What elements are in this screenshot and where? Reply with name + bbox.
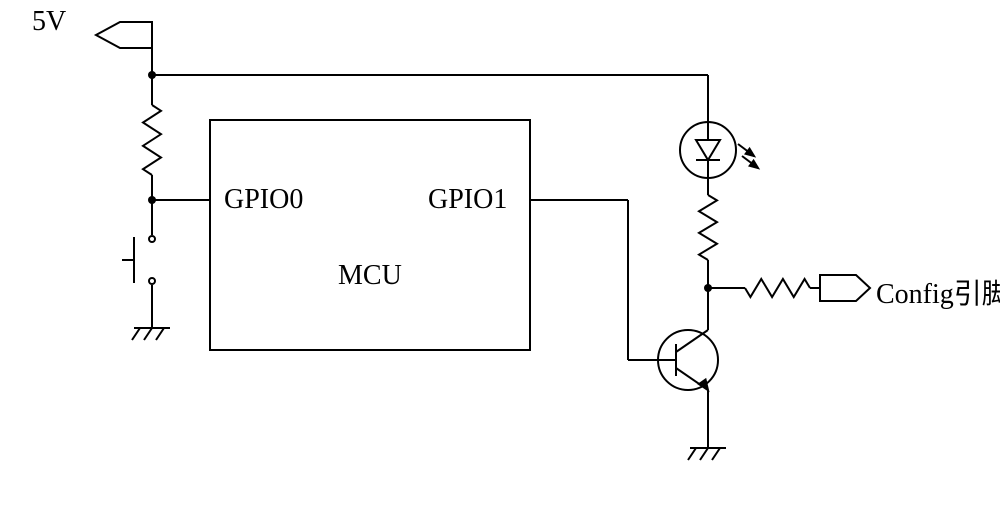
label-gpio1: GPIO1 (428, 184, 507, 216)
label-5v: 5V (32, 6, 66, 38)
circuit-schematic (0, 0, 1000, 506)
label-config: Config引脚 (876, 272, 1000, 312)
label-mcu: MCU (338, 260, 402, 292)
label-gpio0: GPIO0 (224, 184, 303, 216)
